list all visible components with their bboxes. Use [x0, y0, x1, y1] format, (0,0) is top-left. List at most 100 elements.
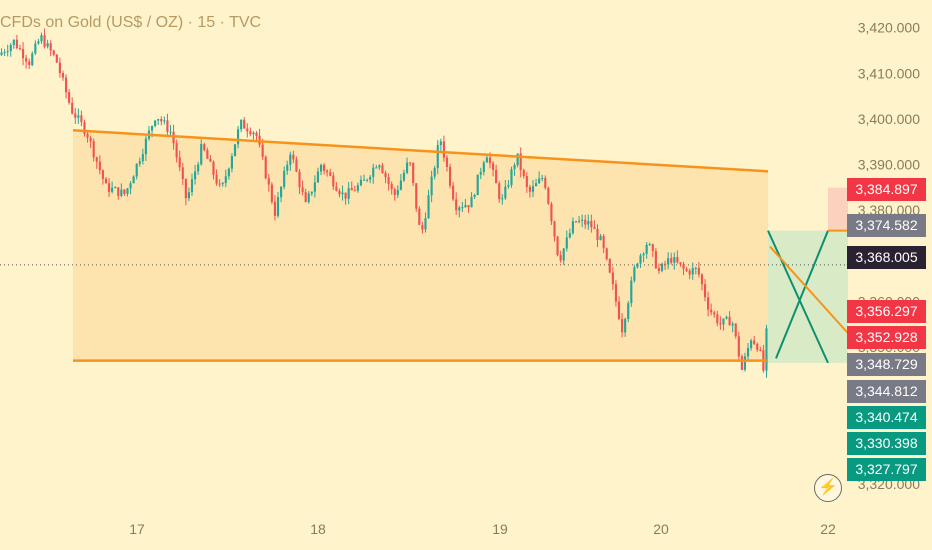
candle-body: [740, 356, 743, 370]
candle-body: [184, 178, 187, 199]
candle-body: [18, 48, 22, 50]
candle-body: [326, 170, 329, 173]
candle-body: [135, 163, 138, 177]
candle-body: [639, 255, 642, 264]
candle-body: [491, 163, 495, 170]
candle-body: [584, 219, 587, 225]
price-badge: 3,374.582: [847, 214, 926, 237]
lightning-icon[interactable]: ⚡: [814, 474, 842, 502]
candle-body: [707, 297, 710, 310]
candle-body: [412, 162, 415, 184]
candle-body: [181, 167, 184, 179]
upper-trendline: [72, 129, 769, 173]
candle-body: [304, 192, 307, 202]
candle-body: [298, 171, 301, 188]
candle-body: [667, 258, 670, 265]
candle-body: [350, 188, 353, 191]
candle-body: [473, 194, 476, 197]
candle-body: [111, 187, 114, 192]
candle-body: [433, 167, 436, 177]
candle-body: [301, 187, 304, 193]
candle-body: [381, 165, 384, 173]
candle-body: [49, 43, 52, 51]
candle-body: [89, 137, 92, 142]
x-tick-label: 18: [310, 521, 326, 537]
candle-body: [332, 175, 335, 187]
price-badge: 3,352.928: [847, 326, 926, 349]
candle-body: [636, 263, 639, 268]
candle-body: [396, 189, 399, 195]
candle-body: [756, 343, 759, 350]
candle-body: [68, 92, 71, 103]
candle-body: [660, 263, 664, 271]
candle-body: [587, 221, 590, 225]
candle-body: [445, 157, 449, 168]
candle-body: [255, 132, 258, 136]
candle-body: [129, 183, 132, 189]
candle-body: [341, 192, 344, 195]
candle-body: [538, 178, 541, 184]
candle-body: [9, 44, 12, 52]
candle-body: [553, 221, 556, 237]
candle-body: [534, 183, 538, 187]
candle-body: [691, 268, 694, 275]
candle-body: [409, 162, 412, 164]
candle-body: [77, 115, 80, 118]
candle-body: [746, 348, 750, 357]
price-badge: 3,356.297: [847, 300, 926, 323]
candle-body: [240, 119, 243, 130]
candle-body: [197, 164, 200, 172]
candle-body: [470, 196, 473, 208]
candle-body: [547, 187, 550, 204]
candle-body: [283, 170, 286, 187]
candle-body: [562, 248, 565, 261]
candle-body: [37, 41, 40, 44]
candle-body: [507, 184, 510, 187]
candle-body: [276, 197, 280, 216]
candle-body: [21, 48, 25, 59]
candle-body: [504, 186, 507, 199]
candle-body: [230, 156, 234, 169]
candle-body: [338, 190, 341, 195]
candle-body: [645, 244, 648, 254]
candle-body: [387, 177, 390, 185]
candle-body: [694, 267, 697, 269]
candle-body: [141, 154, 144, 162]
candle-body: [617, 301, 621, 320]
candle-body: [273, 201, 277, 216]
candle-body: [700, 274, 704, 285]
candle-body: [648, 244, 651, 246]
candle-body: [559, 255, 562, 261]
candle-body: [541, 178, 544, 180]
candle-body: [98, 161, 101, 171]
candle-body: [123, 189, 126, 194]
projection-line-up: [775, 230, 829, 359]
candle-body: [673, 257, 676, 263]
candle-body: [227, 168, 230, 177]
x-tick-label: 20: [653, 521, 669, 537]
candle-body: [375, 167, 378, 169]
candle-body: [498, 183, 501, 200]
candle-body: [676, 257, 679, 263]
candle-body: [488, 157, 492, 164]
candle-body: [347, 188, 350, 199]
candle-body: [261, 144, 264, 157]
candle-body: [455, 199, 458, 211]
x-tick-label: 17: [129, 521, 145, 537]
candle-body: [436, 145, 439, 168]
candle-body: [596, 229, 599, 241]
candle-body: [203, 144, 206, 150]
candle-body: [58, 62, 61, 74]
y-tick-label: 3,400.000: [858, 111, 920, 127]
candle-body: [753, 340, 756, 344]
candle-body: [759, 349, 762, 351]
candle-body: [467, 205, 470, 208]
candle-body: [685, 268, 688, 271]
candle-body: [166, 120, 169, 132]
projection-line-down: [767, 230, 829, 364]
candle-body: [12, 39, 15, 45]
candle-body: [421, 224, 424, 230]
candle-body: [215, 174, 218, 184]
